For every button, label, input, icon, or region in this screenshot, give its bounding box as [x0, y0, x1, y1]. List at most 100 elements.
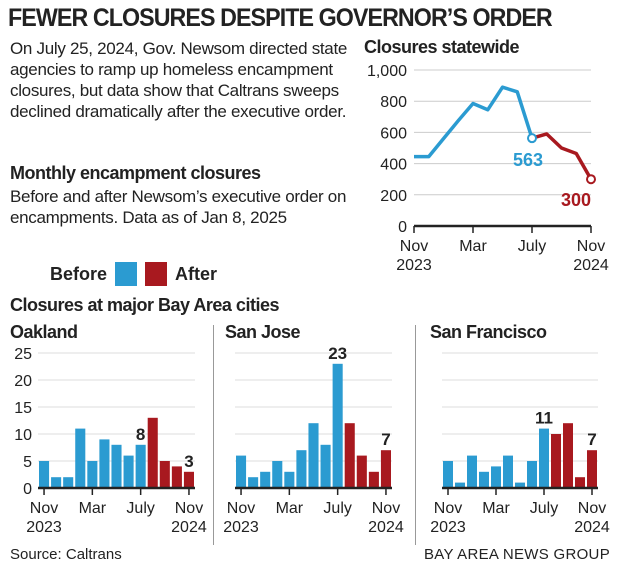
before-bar	[39, 461, 50, 488]
san-francisco-bar-chart: 11 7 Nov 2023 Mar July Nov 2024	[430, 352, 610, 536]
before-bar	[320, 444, 331, 488]
legend-before-swatch	[115, 262, 138, 286]
before-bar	[99, 439, 110, 488]
y-tick-label: 200	[380, 188, 407, 205]
before-bar	[63, 477, 74, 488]
legend-after-label: After	[175, 263, 218, 284]
x-tick-label: Nov	[372, 500, 400, 517]
before-bar	[479, 471, 489, 488]
before-line	[414, 85, 534, 159]
x-tick-label: Mar	[79, 500, 107, 517]
y-tick-label: 25	[14, 346, 32, 363]
y-tick-label: 800	[380, 94, 407, 111]
y-tick-label: 400	[380, 157, 407, 174]
divider	[213, 325, 214, 545]
before-bar	[308, 423, 319, 488]
before-bar	[467, 455, 477, 488]
y-tick-label: 20	[14, 373, 32, 390]
legend-before-label: Before	[50, 263, 108, 284]
x-tick-label: 2023	[396, 257, 432, 274]
x-tick-label: Nov	[578, 500, 606, 517]
after-bar	[356, 455, 367, 488]
data-label: 3	[184, 452, 193, 471]
x-tick-label: Nov	[400, 238, 428, 255]
before-bar	[111, 444, 122, 488]
oakland-title: Oakland	[10, 322, 78, 342]
x-tick-label: Mar	[459, 238, 487, 255]
after-bar	[344, 423, 355, 488]
bay-area-heading: Closures at major Bay Area cities	[10, 295, 279, 315]
x-tick-label: Mar	[482, 500, 510, 517]
x-tick-label: 2024	[573, 257, 609, 274]
x-tick-label: Mar	[276, 500, 304, 517]
x-tick-label: July	[126, 500, 154, 517]
before-bar	[272, 461, 283, 488]
credit: BAY AREA NEWS GROUP	[423, 546, 610, 563]
x-tick-label: 2023	[223, 519, 259, 536]
san-jose-title: San Jose	[225, 322, 301, 342]
y-tick-label: 5	[23, 454, 32, 471]
endpoint-marker	[586, 174, 596, 185]
legend: Before After	[50, 262, 217, 286]
before-bar	[260, 471, 271, 488]
intro-text: On July 25, 2024, Gov. Newsom directed s…	[10, 39, 348, 121]
after-bar	[380, 450, 391, 488]
x-tick-label: 2023	[26, 519, 62, 536]
x-tick-label: July	[323, 500, 351, 517]
data-label: 7	[587, 430, 596, 449]
value-label-563: 563	[513, 150, 543, 170]
before-bar	[539, 428, 549, 488]
y-tick-label: 0	[23, 481, 32, 498]
before-bar	[503, 455, 513, 488]
before-bar	[296, 450, 307, 488]
before-bar	[284, 471, 295, 488]
x-tick-label: July	[530, 500, 558, 517]
monthly-heading: Monthly encampment closures	[10, 163, 261, 183]
y-tick-label: 10	[14, 427, 32, 444]
y-tick-label: 0	[398, 219, 407, 236]
x-tick-label: 2023	[430, 519, 466, 536]
x-tick-label: July	[518, 238, 546, 255]
statewide-title: Closures statewide	[364, 37, 520, 57]
x-tick-label: 2024	[574, 519, 610, 536]
data-label: 23	[328, 344, 347, 363]
before-bar	[491, 466, 501, 488]
y-tick-label: 600	[380, 125, 407, 142]
san-francisco-title: San Francisco	[430, 322, 547, 342]
y-tick-label: 15	[14, 400, 32, 417]
after-bar	[147, 417, 158, 488]
after-bar	[183, 471, 194, 488]
monthly-subtitle: Before and after Newsom’s executive orde…	[10, 187, 347, 227]
x-tick-label: Nov	[30, 500, 58, 517]
statewide-line-chart: 0 200 400 600 800 1,000 Nov 2023 Mar July Nov 2024 5…	[367, 63, 609, 274]
after-bar	[171, 466, 182, 488]
after-line	[531, 132, 593, 181]
divider	[415, 325, 416, 545]
before-bar	[135, 444, 146, 488]
x-tick-label: Nov	[227, 500, 255, 517]
before-bar	[515, 482, 525, 488]
oakland-bar-chart: 0 5 10 15 20 25 8 3 Nov 2023 Mar July Nov 2024	[14, 346, 207, 536]
data-label: 11	[535, 409, 553, 428]
after-bar	[563, 423, 573, 488]
page-title: FEWER CLOSURES DESPITE GOVERNOR’S ORDER	[8, 4, 553, 32]
before-bar	[51, 477, 62, 488]
data-label: 7	[381, 430, 390, 449]
endpoint-marker	[527, 133, 537, 144]
after-bar	[368, 471, 379, 488]
source-note: Source: Caltrans	[10, 546, 122, 563]
value-label-300: 300	[561, 190, 591, 210]
after-bar	[587, 450, 597, 488]
before-bar	[75, 428, 86, 488]
x-tick-label: Nov	[175, 500, 203, 517]
legend-after-swatch	[145, 262, 168, 286]
after-bar	[575, 477, 585, 488]
before-bar	[248, 477, 259, 488]
before-bar	[455, 482, 465, 488]
before-bar	[236, 455, 247, 488]
x-tick-label: Nov	[577, 238, 605, 255]
before-bar	[527, 461, 537, 488]
x-tick-label: 2024	[171, 519, 207, 536]
after-bar	[159, 461, 170, 488]
